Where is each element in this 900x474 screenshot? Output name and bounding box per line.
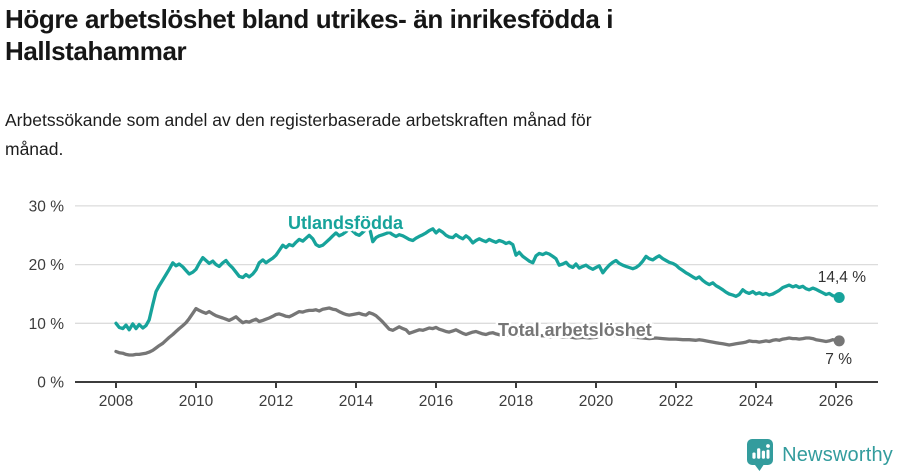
series-end-dot-2 [833, 335, 845, 347]
x-tick-label: 2010 [179, 393, 214, 410]
title-line-2: Hallstahammar [5, 36, 187, 66]
chart-canvas: 0 % 10 % 20 % 30 % 2008 2010 2012 2014 2016 2018 2… [29, 198, 878, 410]
newsworthy-logo-icon [747, 439, 774, 471]
y-tick-label: 20 % [29, 257, 65, 274]
x-tick-label: 2014 [339, 393, 374, 410]
x-tick-label: 2024 [739, 393, 774, 410]
series-label-1: Utlandsfödda [288, 213, 404, 233]
y-tick-label: 30 % [29, 198, 65, 215]
brand-name: Newsworthy [782, 443, 893, 466]
series-end-value-1: 14,4 % [818, 269, 866, 286]
series-line-1 [114, 224, 841, 332]
series-line-2 [114, 306, 841, 357]
x-tick-label: 2026 [819, 393, 853, 410]
y-tick-label: 0 % [37, 375, 64, 392]
x-tick-label: 2020 [579, 393, 614, 410]
subtitle-line-1: Arbetssökande som andel av den registerb… [5, 110, 592, 130]
y-tick-label: 10 % [29, 316, 65, 333]
chart-subtitle: Arbetssökande som andel av den registerb… [5, 106, 890, 164]
series-end-dot-1 [833, 291, 845, 303]
x-tick-label: 2018 [499, 393, 533, 410]
x-tick-label: 2016 [419, 393, 453, 410]
x-tick-label: 2008 [99, 393, 133, 410]
page-title: Högre arbetslöshet bland utrikes- än inr… [5, 3, 890, 67]
series-label-2: Total arbetslöshet [498, 320, 652, 340]
x-tick-label: 2012 [259, 393, 293, 410]
x-tick-label: 2022 [659, 393, 693, 410]
line-chart: 0 % 10 % 20 % 30 % 2008 2010 2012 2014 2016 2018 2… [0, 180, 900, 420]
title-line-1: Högre arbetslöshet bland utrikes- än inr… [5, 4, 614, 34]
brand-footer: Newsworthy [747, 439, 893, 471]
subtitle-line-2: månad. [5, 139, 64, 159]
series-end-value-2: 7 % [825, 351, 852, 368]
